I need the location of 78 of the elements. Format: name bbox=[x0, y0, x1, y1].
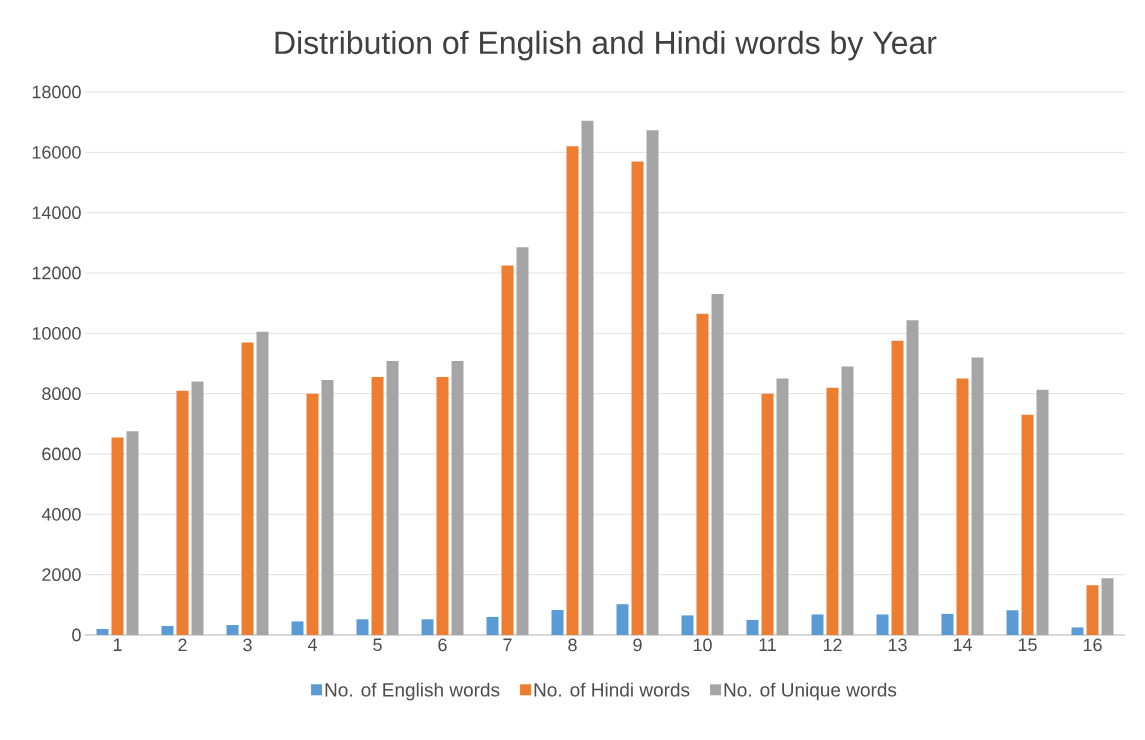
bar bbox=[451, 361, 464, 635]
legend-label: No. of Unique words bbox=[724, 682, 897, 701]
x-tick-label: 6 bbox=[438, 638, 447, 652]
bar bbox=[566, 146, 579, 635]
bar bbox=[761, 393, 774, 635]
bar bbox=[551, 609, 564, 635]
bar bbox=[1021, 414, 1034, 635]
bar bbox=[616, 604, 629, 635]
bar bbox=[711, 294, 724, 635]
bar bbox=[241, 342, 254, 635]
bar bbox=[811, 614, 824, 635]
bar bbox=[941, 613, 954, 635]
bar bbox=[681, 615, 694, 635]
y-tick-label: 16000 bbox=[32, 145, 81, 159]
x-tick-label: 7 bbox=[503, 638, 512, 651]
bar bbox=[971, 357, 984, 635]
bar bbox=[161, 625, 174, 635]
y-tick-label: 4000 bbox=[41, 507, 81, 521]
y-tick-label: 14000 bbox=[32, 206, 81, 220]
x-tick-label: 3 bbox=[243, 638, 252, 652]
bar bbox=[1101, 578, 1114, 635]
bar bbox=[956, 378, 969, 635]
bar bbox=[436, 377, 449, 635]
bar bbox=[126, 431, 139, 635]
bar bbox=[841, 366, 854, 635]
x-tick-label: 5 bbox=[373, 638, 382, 652]
bar bbox=[371, 377, 384, 635]
bar bbox=[746, 619, 759, 635]
bar bbox=[876, 614, 889, 635]
x-tick-label: 2 bbox=[178, 638, 187, 652]
bar bbox=[646, 130, 659, 635]
bar bbox=[356, 619, 369, 635]
bar bbox=[226, 625, 239, 635]
bar bbox=[486, 616, 499, 635]
bar bbox=[291, 621, 304, 635]
x-tick-label: 13 bbox=[888, 638, 907, 652]
x-tick-label: 11 bbox=[759, 638, 776, 651]
y-tick-label: 12000 bbox=[32, 266, 81, 280]
y-tick-label: 18000 bbox=[32, 85, 81, 99]
bar bbox=[96, 628, 109, 635]
bar bbox=[321, 380, 334, 635]
bar bbox=[256, 331, 269, 635]
bar bbox=[826, 387, 839, 635]
bar bbox=[1071, 627, 1084, 635]
chart-title: Distribution of English and Hindi words by Year bbox=[275, 30, 937, 61]
bar bbox=[421, 619, 434, 635]
y-tick-label: 0 bbox=[72, 628, 81, 642]
y-tick-label: 2000 bbox=[42, 568, 81, 582]
bar bbox=[386, 361, 399, 635]
x-tick-label: 14 bbox=[953, 638, 972, 651]
x-tick-label: 16 bbox=[1083, 638, 1102, 652]
bar bbox=[176, 390, 189, 635]
bar bbox=[111, 437, 124, 635]
bar bbox=[696, 313, 709, 635]
x-tick-label: 8 bbox=[568, 638, 577, 652]
x-tick-label: 15 bbox=[1018, 638, 1037, 652]
x-tick-label: 10 bbox=[693, 638, 712, 652]
bar bbox=[906, 320, 919, 635]
bar bbox=[1086, 585, 1099, 635]
bar bbox=[516, 247, 529, 635]
bar bbox=[631, 161, 644, 635]
legend-label: No. of Hindi words bbox=[534, 682, 690, 697]
y-tick-label: 10000 bbox=[32, 326, 81, 340]
x-tick-label: 12 bbox=[823, 638, 842, 652]
bar bbox=[1006, 610, 1019, 635]
x-tick-label: 4 bbox=[307, 638, 317, 651]
bar bbox=[501, 265, 514, 635]
legend-label: No. of English words bbox=[325, 682, 500, 701]
bar bbox=[306, 393, 319, 635]
bar bbox=[891, 340, 904, 635]
bar bbox=[191, 381, 204, 635]
bar bbox=[776, 378, 789, 635]
x-tick-label: 9 bbox=[633, 638, 642, 652]
y-tick-label: 6000 bbox=[42, 447, 81, 461]
bar bbox=[581, 120, 594, 635]
x-tick-label: 1 bbox=[113, 638, 122, 651]
y-tick-label: 8000 bbox=[42, 387, 81, 401]
bar bbox=[1036, 389, 1049, 635]
